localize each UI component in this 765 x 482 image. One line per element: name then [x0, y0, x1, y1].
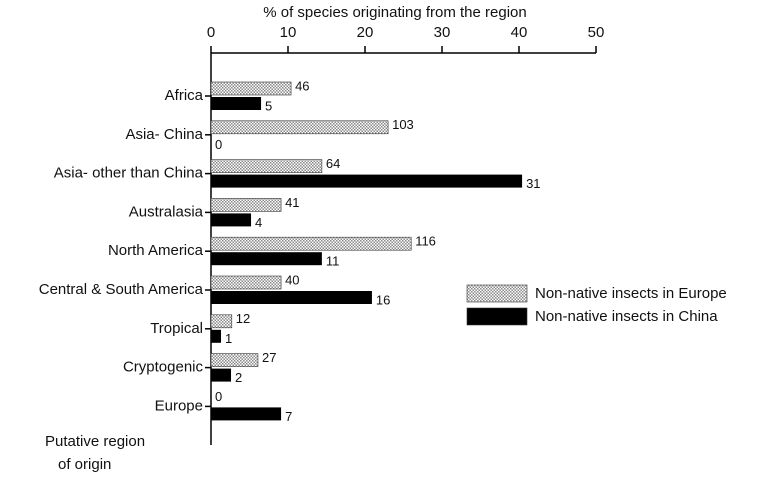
count-label: 31: [526, 176, 540, 191]
count-label: 5: [265, 98, 272, 113]
bar: [210, 275, 282, 290]
count-label: 0: [215, 389, 222, 404]
count-label: 16: [376, 292, 390, 307]
bar: [211, 252, 322, 266]
bar: [211, 368, 232, 382]
y-tick-label: Tropical: [150, 320, 203, 337]
y-tick-label: Asia- other than China: [54, 165, 204, 182]
count-label: 0: [215, 137, 222, 152]
x-axis-title: % of species originating from the region: [263, 4, 526, 21]
x-tick-label: 40: [511, 24, 528, 41]
y-axis-title: Putative region: [45, 433, 145, 450]
count-label: 12: [236, 311, 250, 326]
bar: [210, 120, 389, 135]
legend-label: Non-native insects in China: [535, 308, 718, 325]
x-tick-label: 0: [207, 24, 215, 41]
bar: [211, 407, 282, 421]
bar: [211, 174, 523, 188]
count-label: 103: [392, 117, 414, 132]
y-tick-label: Asia- China: [125, 126, 203, 143]
bar: [210, 159, 323, 173]
y-axis-title: of origin: [58, 456, 111, 473]
count-label: 11: [326, 254, 340, 269]
count-label: 7: [285, 409, 292, 424]
count-label: 27: [262, 350, 276, 365]
x-tick-label: 30: [434, 24, 451, 41]
bar: [210, 81, 292, 96]
count-label: 64: [326, 156, 340, 171]
bar: [210, 353, 259, 367]
bar: [210, 198, 282, 212]
bar: [211, 291, 372, 304]
y-tick-label: Cryptogenic: [123, 359, 204, 376]
count-label: 41: [285, 195, 299, 210]
x-tick-label: 20: [357, 24, 374, 41]
count-label: 46: [295, 78, 309, 93]
bar: [211, 213, 252, 227]
bar: [210, 314, 233, 329]
count-label: 40: [285, 272, 299, 287]
y-tick-label: Australasia: [129, 203, 204, 220]
bar: [211, 329, 222, 343]
count-label: 116: [415, 234, 436, 249]
legend-swatch: [466, 307, 528, 326]
count-label: 4: [255, 215, 262, 230]
y-tick-label: Europe: [155, 397, 203, 414]
legend-label: Non-native insects in Europe: [535, 285, 727, 302]
y-tick-label: North America: [108, 242, 204, 259]
x-tick-label: 50: [588, 24, 605, 41]
x-tick-label: 10: [280, 24, 297, 41]
legend-swatch: [466, 284, 528, 303]
count-label: 2: [235, 370, 242, 385]
y-tick-label: Central & South America: [39, 281, 204, 298]
count-label: 1: [225, 331, 232, 346]
bar: [211, 97, 262, 110]
y-tick-label: Africa: [165, 87, 204, 104]
bar: [210, 236, 412, 251]
